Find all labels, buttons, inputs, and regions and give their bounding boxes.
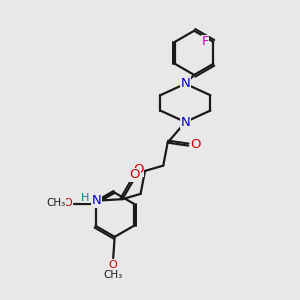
Text: O: O — [109, 260, 118, 269]
Text: N: N — [92, 194, 102, 207]
Text: N: N — [181, 116, 190, 128]
Text: N: N — [181, 77, 190, 90]
Text: F: F — [201, 35, 209, 48]
Text: O: O — [190, 138, 201, 151]
Text: O: O — [130, 168, 140, 181]
Text: CH₃: CH₃ — [46, 198, 66, 208]
Text: O: O — [64, 198, 72, 208]
Text: CH₃: CH₃ — [103, 270, 123, 280]
Text: O: O — [133, 163, 144, 176]
Text: H: H — [81, 193, 89, 203]
